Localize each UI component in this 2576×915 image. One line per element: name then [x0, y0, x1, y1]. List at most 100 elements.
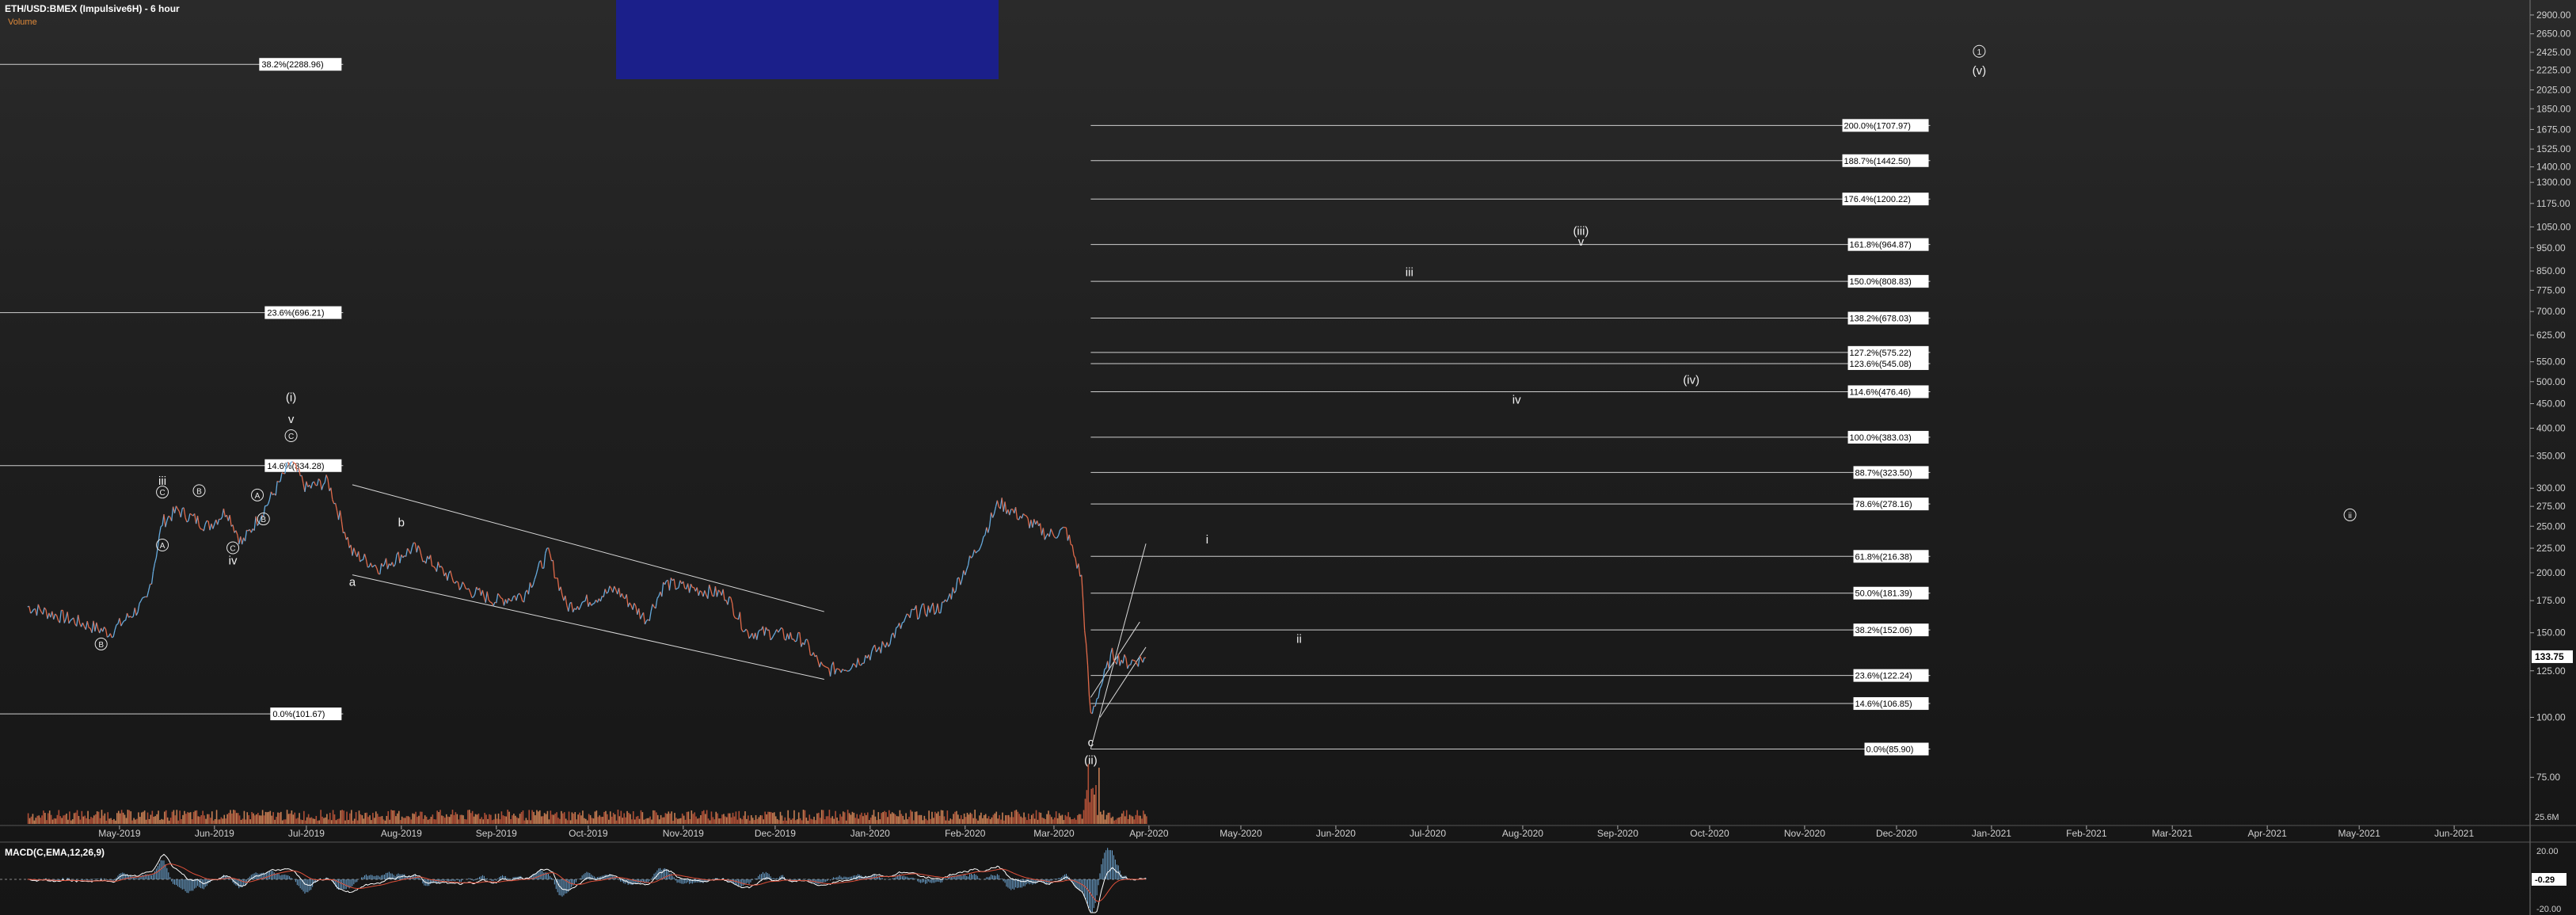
- volume-bar: [977, 820, 979, 824]
- price-segment: [270, 491, 273, 495]
- volume-bar: [251, 811, 253, 824]
- volume-bar: [779, 811, 782, 824]
- volume-bar: [968, 814, 970, 824]
- volume-bar: [759, 815, 762, 824]
- price-segment: [171, 506, 174, 521]
- volume-bar: [522, 810, 524, 824]
- price-segment: [335, 503, 338, 512]
- fib-label-bg: [1847, 430, 1929, 444]
- fib-label-bg: [1842, 154, 1929, 167]
- volume-bar: [866, 812, 869, 824]
- volume-bar: [949, 818, 952, 824]
- volume-bar: [1043, 818, 1045, 824]
- volume-bar: [669, 813, 671, 824]
- volume-bar: [735, 811, 737, 824]
- volume-bar: [415, 811, 417, 824]
- volume-bar: [283, 819, 285, 824]
- price-segment: [268, 491, 272, 500]
- volume-bar: [493, 819, 495, 824]
- volume-bar: [211, 811, 213, 824]
- volume-bar: [374, 818, 375, 824]
- price-segment: [940, 601, 943, 613]
- volume-bar: [538, 811, 539, 824]
- volume-bar: [796, 819, 798, 824]
- volume-bar: [1144, 814, 1146, 824]
- volume-bar: [348, 819, 349, 824]
- fib-label-bg: [1853, 586, 1929, 600]
- volume-bar: [467, 810, 469, 824]
- price-segment: [235, 530, 238, 536]
- price-segment: [655, 598, 658, 609]
- volume-bar: [182, 814, 184, 824]
- volume-bar: [401, 816, 403, 824]
- price-segment: [673, 578, 676, 590]
- volume-bar: [702, 810, 705, 824]
- volume-bar: [230, 810, 231, 824]
- volume-bar: [838, 820, 839, 824]
- volume-bar: [97, 811, 100, 824]
- price-segment: [937, 603, 940, 613]
- volume-bar: [683, 815, 685, 824]
- volume-bar: [461, 814, 462, 824]
- price-segment: [240, 536, 243, 545]
- volume-bar: [792, 818, 793, 824]
- price-segment: [457, 581, 461, 590]
- volume-bar: [390, 810, 392, 824]
- volume-bar: [1046, 814, 1048, 824]
- volume-bar: [1097, 814, 1098, 824]
- volume-bar: [1086, 790, 1088, 824]
- volume-bar: [520, 811, 523, 824]
- price-segment: [370, 562, 373, 568]
- volume-bar: [648, 818, 649, 824]
- volume-bar: [658, 819, 660, 824]
- channel-line: [352, 574, 824, 680]
- volume-bar: [892, 813, 895, 824]
- price-segment: [687, 583, 691, 593]
- price-segment: [1142, 657, 1145, 663]
- volume-bar: [389, 819, 390, 824]
- price-segment: [298, 467, 301, 476]
- fib-label-bg: [1853, 669, 1929, 682]
- wave-label: C: [159, 489, 165, 498]
- price-segment: [915, 605, 919, 620]
- price-segment: [437, 561, 440, 568]
- x-tick-label: May-2021: [2338, 828, 2381, 839]
- volume-bar: [1049, 814, 1051, 824]
- fibonacci-layer: 38.2%(2288.96)23.6%(696.21)14.6%(334.28)…: [0, 58, 1931, 756]
- volume-bar: [74, 812, 77, 824]
- price-segment: [47, 612, 50, 620]
- volume-bar: [76, 810, 78, 824]
- volume-bar: [317, 820, 319, 824]
- price-segment: [1086, 665, 1090, 696]
- price-segment: [267, 499, 271, 505]
- volume-bar: [375, 811, 377, 824]
- volume-bar: [108, 818, 110, 824]
- volume-bar: [634, 819, 636, 824]
- price-segment: [876, 649, 879, 653]
- price-segment: [44, 607, 47, 611]
- volume-bar: [866, 814, 867, 824]
- price-segment: [485, 591, 488, 603]
- price-segment: [581, 600, 584, 603]
- price-segment: [965, 569, 968, 576]
- price-segment: [981, 536, 984, 543]
- volume-bar: [702, 811, 703, 824]
- volume-bar: [563, 812, 565, 824]
- volume-bar: [404, 818, 406, 824]
- volume-bar: [656, 814, 659, 824]
- price-segment: [51, 611, 55, 620]
- volume-bar: [168, 820, 170, 824]
- price-segment: [198, 526, 201, 530]
- volume-bar: [335, 820, 337, 824]
- volume-bar: [862, 816, 864, 824]
- volume-bar: [679, 818, 680, 824]
- price-segment: [112, 630, 116, 637]
- volume-bar: [325, 817, 326, 824]
- macd-label: MACD(C,EMA,12,26,9): [5, 847, 105, 858]
- x-tick-label: May-2020: [1220, 828, 1262, 839]
- fib-label-bg: [1847, 345, 1929, 359]
- volume-bar: [980, 812, 982, 824]
- x-tick-label: Aug-2020: [1502, 828, 1543, 839]
- price-segment: [382, 563, 386, 567]
